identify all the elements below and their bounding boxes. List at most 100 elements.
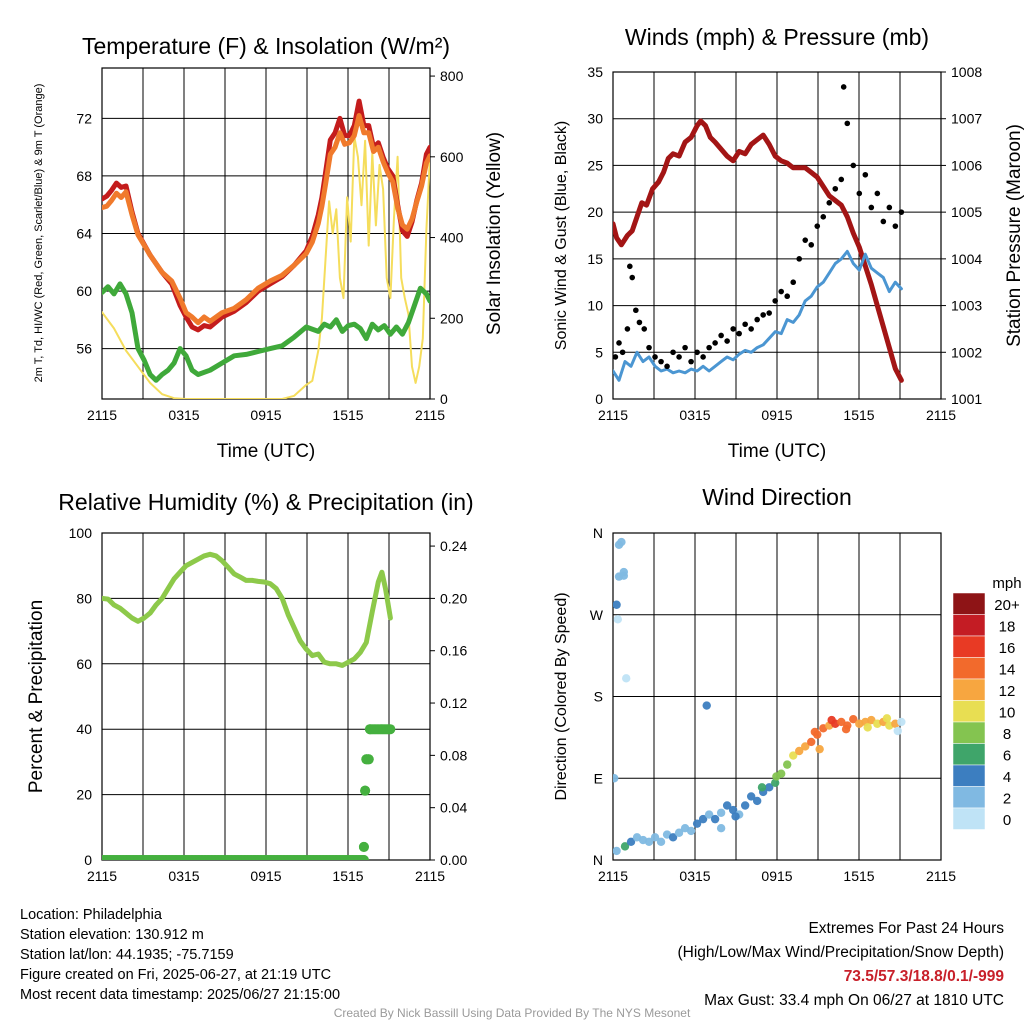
wind-direction-point xyxy=(716,824,726,833)
legend-label: 6 xyxy=(1003,748,1011,765)
series-gust-point xyxy=(700,354,706,360)
x-tick-label: 0915 xyxy=(761,868,792,884)
wind-direction-point xyxy=(764,783,774,792)
y-axis-label: Percent & Precipitation xyxy=(26,600,47,793)
x-tick-label: 2115 xyxy=(415,868,445,884)
wind-direction-point xyxy=(722,801,732,810)
series-gust-point xyxy=(616,340,622,346)
wind-direction-point xyxy=(807,737,816,747)
series-precipitation-point xyxy=(360,785,371,796)
wind-direction-point xyxy=(656,837,666,847)
series-gust-point xyxy=(838,176,845,183)
y2-tick-label: 0.24 xyxy=(440,538,467,554)
y2-tick-label: 0.04 xyxy=(440,800,467,816)
created-text: Figure created on Fri, 2025-06-27, at 21… xyxy=(20,967,332,983)
chart-title: Temperature (F) & Insolation (W/m²) xyxy=(82,33,450,59)
y2-tick-label: 1001 xyxy=(951,391,982,407)
series-gust-point xyxy=(868,204,875,211)
series-gust-point xyxy=(880,218,887,225)
x-tick-label: 2115 xyxy=(598,407,628,423)
y-axis-label: Direction (Colored By Speed) xyxy=(553,592,570,800)
chart-temp: 56 60 64 68 72 0 200 400 600 800 2115 0315 0915 1515 2… xyxy=(33,33,505,462)
wind-direction-point xyxy=(613,615,623,624)
chart-title: Wind Direction xyxy=(702,484,852,510)
series-gust-point xyxy=(898,209,905,215)
y2-tick-label: 0.12 xyxy=(440,695,467,711)
series-gust-point xyxy=(724,338,730,344)
y2-tick-label: 1004 xyxy=(951,251,982,267)
y2-tick-label: 0.08 xyxy=(440,747,467,763)
legend-swatch xyxy=(952,700,986,723)
wind-direction-point xyxy=(674,828,684,837)
series-gust-point xyxy=(682,344,688,351)
series-precipitation-point xyxy=(358,855,369,860)
series-gust-point xyxy=(694,349,700,356)
series-gust-point xyxy=(790,279,797,286)
y-axis-label: 2m T, Td, HI/WC (Red, Green, Scarlet/Blu… xyxy=(33,84,45,383)
wind-direction-point xyxy=(617,537,626,547)
plot-frame xyxy=(612,71,942,400)
x-tick-label: 0915 xyxy=(761,407,792,423)
y-tick-label: 10 xyxy=(587,298,603,314)
series-gust-point xyxy=(712,340,718,346)
series-gust-point xyxy=(619,349,626,356)
y-tick-label: 80 xyxy=(76,590,92,606)
series-gust-point xyxy=(652,354,658,360)
max-gust-text: Max Gust: 33.4 mph On 06/27 at 1810 UTC xyxy=(704,992,1004,1009)
wind-direction-point xyxy=(622,674,631,683)
series-relative-humidity xyxy=(102,551,393,668)
wind-direction-point xyxy=(841,725,851,734)
y2-tick-label: 0.20 xyxy=(440,590,467,606)
series-gust-point xyxy=(778,288,785,295)
wind-direction-point xyxy=(882,714,892,723)
legend-swatch xyxy=(952,635,986,658)
legend-swatch xyxy=(952,721,986,744)
legend-label: 4 xyxy=(1003,769,1011,786)
y-axis-label: Sonic Wind & Gust (Blue, Black) xyxy=(553,121,570,350)
wind-direction-point xyxy=(613,600,621,609)
series-gust-point xyxy=(766,310,772,316)
series-gust-point xyxy=(850,162,857,169)
x-tick-label: 0915 xyxy=(250,407,281,423)
x-tick-label: 0315 xyxy=(168,868,199,884)
legend-swatch xyxy=(952,786,986,809)
x-tick-label: 1515 xyxy=(332,868,363,884)
x-tick-label: 2115 xyxy=(926,407,956,423)
legend-label: 0 xyxy=(1003,812,1011,829)
x-tick-label: 2115 xyxy=(87,868,117,884)
wind-direction-point xyxy=(692,819,702,828)
wind-direction-point xyxy=(613,846,621,856)
y2-tick-label: 400 xyxy=(440,230,464,246)
y-tick-label: S xyxy=(594,689,603,705)
y-tick-label: 68 xyxy=(76,168,92,184)
legend-label: 14 xyxy=(999,662,1016,679)
y2-tick-label: 1002 xyxy=(951,344,982,360)
x-tick-label: 1515 xyxy=(843,407,874,423)
wind-direction-point xyxy=(626,837,636,847)
wind-direction-point xyxy=(746,792,756,801)
series-gust-point xyxy=(886,204,893,211)
y-tick-label: 64 xyxy=(76,226,92,242)
legend-swatch xyxy=(952,678,986,701)
wind-direction-point xyxy=(704,810,714,819)
legend-label: 18 xyxy=(999,619,1016,636)
wind-direction-point xyxy=(801,742,810,751)
legend-label: 12 xyxy=(999,683,1016,700)
y2-tick-label: 1005 xyxy=(951,204,982,220)
y2-tick-label: 1006 xyxy=(951,157,982,173)
plot-area xyxy=(102,551,396,860)
recent-data-text: Most recent data timestamp: 2025/06/27 2… xyxy=(20,987,341,1003)
series-gust-point xyxy=(772,298,778,304)
wind-direction-point xyxy=(783,760,792,769)
series-precipitation-point xyxy=(363,754,374,765)
series-gust-point xyxy=(636,319,643,326)
legend-swatch xyxy=(952,743,986,766)
location-text: Location: Philadelphia xyxy=(20,907,162,923)
series-gust-point xyxy=(862,171,869,178)
series-gust-point xyxy=(874,190,881,197)
y2-axis-label: Station Pressure (Maroon) xyxy=(1004,124,1024,347)
legend-label: 10 xyxy=(999,705,1016,722)
station-info: Location: Philadelphia Station elevation… xyxy=(20,905,340,1005)
series-gust-point xyxy=(676,354,682,360)
x-tick-label: 2115 xyxy=(415,407,445,423)
